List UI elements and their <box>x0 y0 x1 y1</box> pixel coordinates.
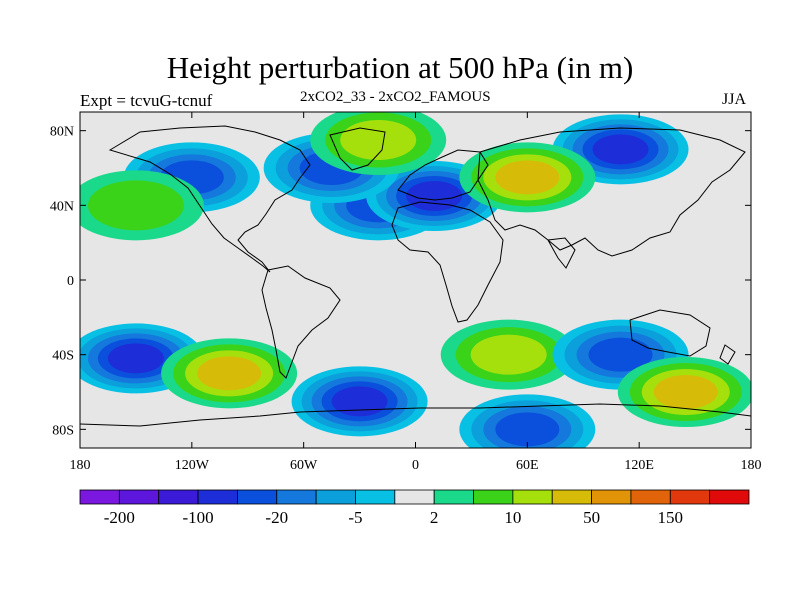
colorbar-label: 150 <box>658 508 684 527</box>
experiment-label: Expt = tcvuG-tcnuf <box>80 91 213 110</box>
colorbar-swatch <box>276 489 317 505</box>
feature-s-pacific-east-high <box>617 357 751 427</box>
colorbar-label: -5 <box>348 508 362 527</box>
lon-tick-label: 120E <box>624 458 654 473</box>
colorbar-swatch <box>669 489 711 505</box>
feature-n-pacific-high <box>80 170 204 241</box>
contour-band <box>107 343 164 374</box>
colorbar-label: -200 <box>104 508 135 527</box>
lon-tick-label: 0 <box>412 458 419 473</box>
colorbar-swatch <box>394 489 435 505</box>
colorbar-label: 50 <box>583 508 600 527</box>
contour-band <box>87 180 184 231</box>
contour-band <box>197 356 262 391</box>
lon-tick-label: 60E <box>516 458 539 473</box>
colorbar-swatch <box>591 489 632 505</box>
height-perturbation-field <box>80 112 751 448</box>
colorbar-swatch <box>512 489 553 505</box>
colorbar-label: -100 <box>182 508 213 527</box>
colorbar-swatch <box>79 489 120 505</box>
lat-tick-label: 40N <box>50 199 74 214</box>
colorbar-swatch <box>433 489 474 505</box>
lat-tick-label: 0 <box>67 274 74 289</box>
lat-tick-label: 40S <box>52 349 74 364</box>
feature-s-atlantic-low <box>291 366 428 437</box>
colorbar-swatch <box>551 489 592 505</box>
colorbar-swatch <box>237 489 278 505</box>
contour-band <box>331 386 388 417</box>
colorbar-swatch <box>118 489 160 505</box>
coastlines <box>80 125 751 427</box>
colorbar-swatch <box>473 489 514 505</box>
colorbar: -200 -100 -20 -5 2 10 50 150 <box>79 489 750 527</box>
colorbar-swatch <box>709 489 750 505</box>
colorbar-swatch <box>158 489 199 505</box>
colorbar-swatch <box>315 489 356 505</box>
colorbar-label: 2 <box>430 508 439 527</box>
colorbar-swatch <box>355 489 396 505</box>
lat-tick-label: 80N <box>50 125 74 140</box>
contour-band <box>592 134 649 165</box>
feature-central-asia-high <box>459 142 596 213</box>
contour-band <box>588 337 653 372</box>
feature-s-america-high <box>161 338 298 409</box>
lon-tick-label: 180 <box>741 458 762 473</box>
axis-ticks: 180 120W 60W 0 60E 120E 180 80N 40N 0 40S 80S <box>50 112 762 473</box>
contour-band <box>470 334 547 375</box>
lon-tick-label: 120W <box>175 458 210 473</box>
colorbar-swatch <box>197 489 238 505</box>
contour-band <box>340 120 417 160</box>
colorbar-label: 10 <box>504 508 521 527</box>
feature-s-indian-high <box>440 319 577 390</box>
map-title: Height perturbation at 500 hPa (in m) <box>166 50 634 85</box>
contour-band <box>495 160 560 195</box>
feature-australia-low <box>552 319 689 390</box>
comparison-label: 2xCO2_33 - 2xCO2_FAMOUS <box>300 89 491 105</box>
feature-antarctic-low <box>459 394 596 448</box>
lon-tick-label: 60W <box>290 458 318 473</box>
lat-tick-label: 80S <box>52 423 74 438</box>
feature-arctic-high <box>310 112 447 175</box>
contour-band <box>495 412 560 447</box>
contour-band <box>406 181 463 211</box>
season-label: JJA <box>722 91 747 108</box>
contour-band <box>653 375 718 409</box>
colorbar-label: -20 <box>265 508 288 527</box>
colorbar-swatch <box>630 489 671 505</box>
lon-tick-label: 180 <box>70 458 91 473</box>
